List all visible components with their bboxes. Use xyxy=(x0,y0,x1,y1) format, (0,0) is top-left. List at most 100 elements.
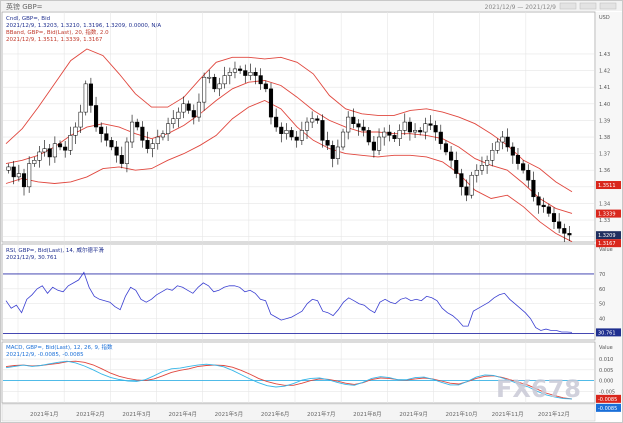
candle-up xyxy=(52,143,57,158)
rsi-tag xyxy=(596,328,621,337)
candle-up xyxy=(155,136,160,144)
window-control-button[interactable] xyxy=(599,2,617,10)
candle-down xyxy=(531,179,536,198)
candle-up xyxy=(196,101,202,118)
candle-down xyxy=(274,116,279,128)
price-tick-label: 1.36 xyxy=(599,168,610,174)
rsi-tick-label: 60 xyxy=(599,287,605,293)
candle-down xyxy=(454,160,459,174)
macd-legend-line: MACD, GBP=, Bid(Last), 12, 26, 9, 指数 xyxy=(6,343,113,351)
candle-up xyxy=(340,131,346,148)
macd-tag xyxy=(596,403,621,412)
price-axis-unit: USD xyxy=(599,15,610,21)
x-tick-label: 2021年8月 xyxy=(353,410,382,418)
window-controls[interactable] xyxy=(559,2,617,10)
candle-up xyxy=(37,151,42,161)
macd-tick-label: -0.005 xyxy=(599,389,615,395)
macd-tick-label: 0.005 xyxy=(599,368,613,374)
candle-up xyxy=(485,160,490,166)
rsi-axis-unit: Value xyxy=(599,247,613,253)
candle-up xyxy=(202,76,207,103)
candle-down xyxy=(356,123,361,128)
macd-axis-unit: Value xyxy=(599,345,613,351)
candle-down xyxy=(505,136,510,148)
price-tag xyxy=(596,209,621,218)
candle-down xyxy=(428,123,433,126)
candle-up xyxy=(490,150,495,161)
candle-down xyxy=(140,126,145,141)
bbands-legend-line: BBand, GBP=, Bid(Last), 20, 指数, 2.0 xyxy=(6,28,109,36)
price-tick-label: 1.41 xyxy=(599,85,610,91)
rsi-legend: RSI, GBP=, Bid(Last), 14, 威尔德平滑 2021/12/… xyxy=(6,246,104,261)
bbands-legend-line: 2021/12/9, 1.3511, 1.3339, 1.3167 xyxy=(6,37,103,43)
candle-down xyxy=(258,75,263,85)
rsi-tick-label: 40 xyxy=(599,317,605,323)
candle-down xyxy=(11,166,16,178)
x-tick-label: 2021年6月 xyxy=(261,410,290,418)
rsi-legend-line: 2021/12/9, 30.761 xyxy=(6,255,57,261)
window-control-button[interactable] xyxy=(559,2,577,10)
price-tick-label: 1.33 xyxy=(599,218,610,224)
candle-down xyxy=(433,125,438,133)
candle-down xyxy=(392,135,397,139)
candle-down xyxy=(541,204,546,208)
macd-layer xyxy=(3,360,594,400)
x-tick-label: 2021年12月 xyxy=(538,410,570,418)
rsi-line xyxy=(5,271,573,333)
price-tick-label: 1.42 xyxy=(599,69,610,75)
candle-down xyxy=(464,186,469,196)
candle-up xyxy=(500,136,505,143)
macd-legend: MACD, GBP=, Bid(Last), 12, 26, 9, 指数 202… xyxy=(6,343,113,358)
price-tick-label: 1.40 xyxy=(599,102,610,108)
candle-up xyxy=(284,130,289,134)
candle-up xyxy=(469,174,474,196)
price-legend: Cndl, GBP=, Bid 2021/12/9, 1.3203, 1.321… xyxy=(6,16,161,43)
rsi-legend-line: RSI, GBP=, Bid(Last), 14, 威尔德平滑 xyxy=(6,246,104,254)
candle-down xyxy=(135,121,140,128)
candle-down xyxy=(99,126,104,134)
candle-up xyxy=(16,173,21,178)
x-tick-label: 2021年2月 xyxy=(76,410,105,418)
price-layer xyxy=(5,48,573,243)
bbands-upper-line xyxy=(5,48,573,193)
macd-tick-label: 0.010 xyxy=(599,357,613,363)
candle-up xyxy=(382,131,387,138)
watermark: FX678 xyxy=(496,375,581,403)
macd-tick-label: 0.000 xyxy=(599,379,613,385)
x-axis-band xyxy=(1,403,596,422)
macd-tag xyxy=(596,394,621,403)
candle-down xyxy=(243,70,248,76)
candle-up xyxy=(6,166,11,171)
price-tag-label: 1.3167 xyxy=(598,241,616,247)
candle-down xyxy=(567,233,572,236)
candle-down xyxy=(526,169,531,181)
price-tick-label: 1.37 xyxy=(599,152,610,158)
candle-down xyxy=(407,121,412,133)
candle-up xyxy=(248,71,253,76)
x-tick-label: 2021年3月 xyxy=(122,410,151,418)
x-tick-label: 2021年11月 xyxy=(492,410,524,418)
candle-down xyxy=(361,126,366,131)
candle-down xyxy=(63,146,68,151)
x-tick-label: 2021年10月 xyxy=(446,410,478,418)
candle-up xyxy=(150,143,155,149)
candle-down xyxy=(104,133,109,141)
candle-down xyxy=(88,83,93,106)
candle-up xyxy=(299,130,304,141)
candle-down xyxy=(330,145,335,159)
candle-down xyxy=(459,173,464,188)
price-tick-label: 1.43 xyxy=(599,52,610,58)
candle-up xyxy=(335,146,340,159)
candle-up xyxy=(73,126,78,136)
candle-up xyxy=(207,76,212,79)
candle-up xyxy=(83,83,88,113)
candle-up xyxy=(171,118,176,124)
candle-down xyxy=(186,103,191,111)
window-control-button[interactable] xyxy=(579,2,597,10)
candle-up xyxy=(310,118,315,123)
candle-down xyxy=(289,130,294,138)
rsi-panel xyxy=(1,243,596,341)
rsi-layer xyxy=(3,271,594,334)
candle-up xyxy=(413,130,418,133)
